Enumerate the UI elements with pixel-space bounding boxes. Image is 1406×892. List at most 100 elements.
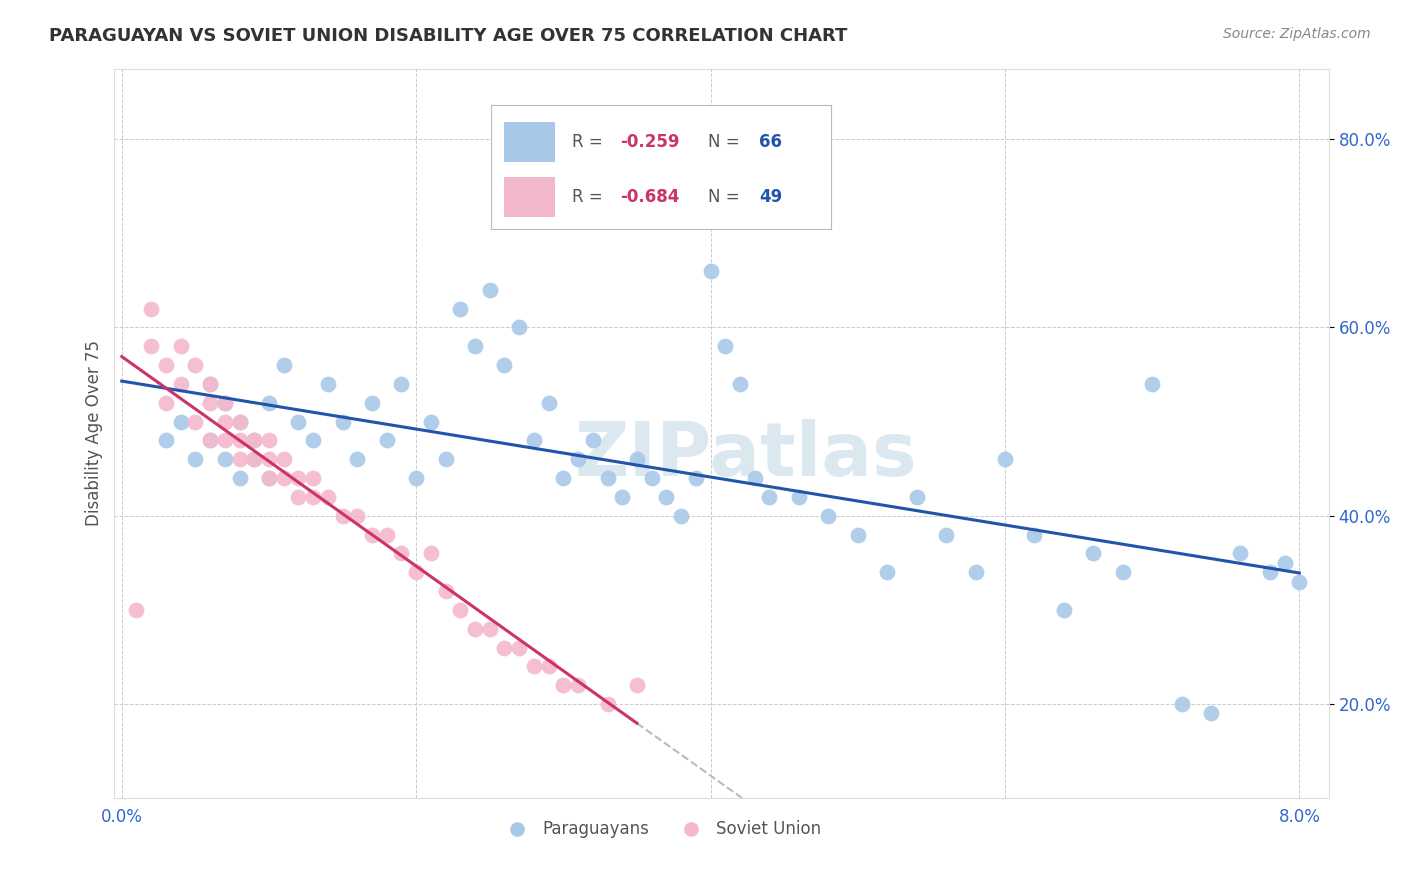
Point (1274, 556, 1296, 570)
Point (1053, 603, 1076, 617)
Point (596, 471, 619, 485)
Point (228, 415, 250, 429)
Point (744, 471, 766, 485)
Point (508, 320, 530, 334)
Point (287, 490, 309, 504)
Point (478, 283, 501, 297)
Point (228, 452, 250, 467)
Point (1170, 697, 1192, 711)
Point (332, 415, 354, 429)
Point (494, 640, 516, 655)
Legend: Paraguayans, Soviet Union: Paraguayans, Soviet Union (494, 814, 828, 845)
Point (1140, 376, 1163, 391)
Point (243, 434, 266, 448)
Point (685, 471, 707, 485)
Point (184, 358, 207, 372)
Point (198, 376, 221, 391)
Point (184, 452, 207, 467)
Point (728, 376, 751, 391)
Point (714, 339, 737, 353)
Point (302, 490, 325, 504)
Point (965, 565, 987, 579)
Point (243, 452, 266, 467)
Point (141, 301, 163, 316)
Point (287, 471, 309, 485)
Point (375, 434, 398, 448)
Point (537, 395, 560, 409)
Point (1229, 546, 1251, 560)
Point (596, 697, 619, 711)
Point (1288, 574, 1310, 589)
Point (169, 415, 191, 429)
Point (905, 490, 928, 504)
Point (257, 471, 280, 485)
Point (243, 452, 266, 467)
Point (257, 452, 280, 467)
Point (361, 395, 384, 409)
Point (846, 527, 869, 541)
Point (626, 452, 648, 467)
Point (287, 415, 309, 429)
Point (257, 471, 280, 485)
Point (361, 527, 384, 541)
Point (567, 678, 589, 692)
Point (523, 434, 546, 448)
Point (316, 376, 339, 391)
Point (935, 527, 957, 541)
Point (553, 678, 575, 692)
Point (582, 434, 605, 448)
Point (1083, 546, 1105, 560)
Point (817, 508, 839, 523)
Point (332, 508, 354, 523)
Point (228, 471, 250, 485)
Point (214, 395, 236, 409)
Point (494, 358, 516, 372)
Point (464, 622, 486, 636)
Point (567, 452, 589, 467)
Point (346, 508, 368, 523)
Point (405, 565, 427, 579)
Point (391, 546, 413, 560)
Point (214, 395, 236, 409)
Point (553, 471, 575, 485)
Point (346, 452, 368, 467)
Point (375, 527, 398, 541)
Point (155, 358, 177, 372)
Point (758, 490, 780, 504)
Point (478, 622, 501, 636)
Point (302, 471, 325, 485)
Text: Source: ZipAtlas.com: Source: ZipAtlas.com (1223, 27, 1371, 41)
Point (419, 415, 441, 429)
Point (273, 471, 295, 485)
Point (1199, 706, 1222, 721)
Point (169, 376, 191, 391)
Point (699, 264, 721, 278)
Point (1024, 527, 1046, 541)
Point (876, 565, 898, 579)
Point (228, 434, 250, 448)
Y-axis label: Disability Age Over 75: Disability Age Over 75 (86, 341, 103, 526)
Point (612, 490, 634, 504)
Point (434, 584, 457, 599)
Point (1112, 565, 1135, 579)
Point (198, 376, 221, 391)
Point (449, 603, 471, 617)
Point (655, 490, 678, 504)
Point (273, 358, 295, 372)
Point (669, 508, 692, 523)
Point (273, 452, 295, 467)
Point (464, 339, 486, 353)
Point (214, 434, 236, 448)
Point (257, 434, 280, 448)
Point (537, 659, 560, 673)
Text: PARAGUAYAN VS SOVIET UNION DISABILITY AGE OVER 75 CORRELATION CHART: PARAGUAYAN VS SOVIET UNION DISABILITY AG… (49, 27, 848, 45)
Point (405, 471, 427, 485)
Point (1258, 565, 1281, 579)
Point (391, 376, 413, 391)
Point (626, 678, 648, 692)
Point (787, 490, 810, 504)
Point (302, 434, 325, 448)
Point (228, 415, 250, 429)
Point (243, 434, 266, 448)
Point (198, 434, 221, 448)
